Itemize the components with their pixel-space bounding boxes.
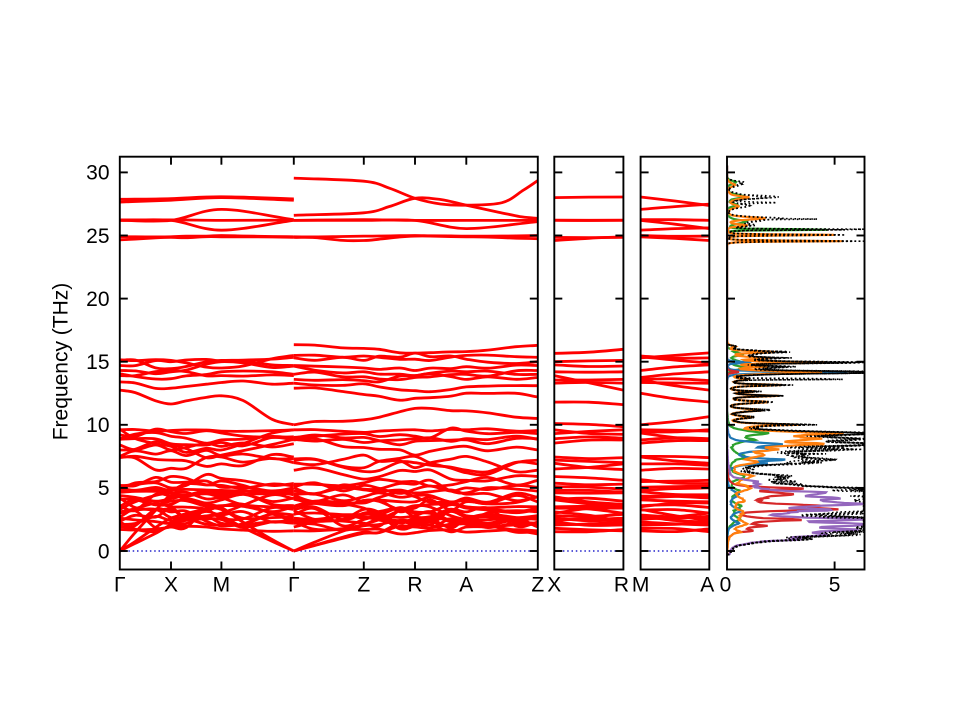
svg-text:Frequency (THz): Frequency (THz) [50, 283, 73, 441]
svg-text:30: 30 [86, 162, 109, 185]
svg-text:0: 0 [720, 574, 732, 597]
svg-text:Z: Z [357, 574, 370, 597]
svg-text:R: R [407, 574, 422, 597]
svg-text:25: 25 [86, 225, 109, 248]
svg-text:A: A [700, 574, 714, 597]
svg-text:10: 10 [86, 414, 109, 437]
svg-text:5: 5 [98, 477, 110, 500]
svg-text:20: 20 [86, 288, 109, 311]
svg-text:Z: Z [531, 574, 544, 597]
svg-text:Γ: Γ [114, 574, 126, 597]
svg-text:X: X [164, 574, 178, 597]
svg-text:M: M [632, 574, 650, 597]
svg-text:A: A [459, 574, 473, 597]
svg-text:R: R [614, 574, 629, 597]
svg-text:Γ: Γ [288, 574, 300, 597]
svg-text:15: 15 [86, 351, 109, 374]
svg-text:X: X [547, 574, 561, 597]
svg-text:5: 5 [829, 574, 841, 597]
svg-text:0: 0 [98, 540, 110, 563]
svg-text:M: M [213, 574, 231, 597]
